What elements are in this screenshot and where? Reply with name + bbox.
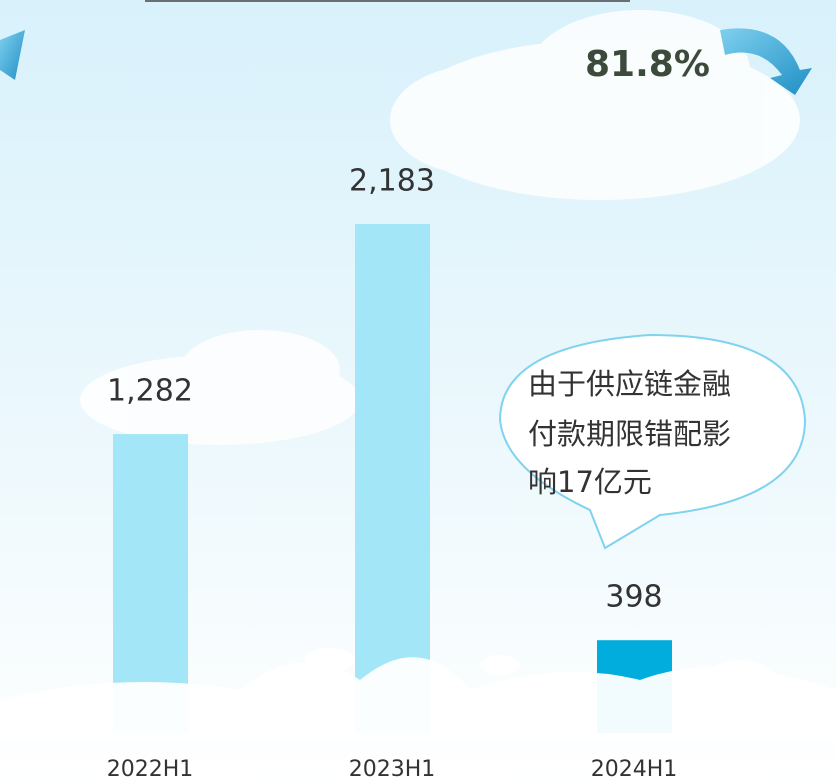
value-label: 2,183: [349, 164, 435, 199]
value-label: 398: [605, 580, 662, 615]
value-label: 1,282: [107, 374, 193, 409]
callout-text: 付款期限错配影: [528, 417, 731, 451]
callout-text: 由于供应链金融: [528, 367, 731, 401]
bar: [355, 224, 430, 733]
x-tick-label: 2024H1: [591, 757, 678, 780]
x-tick-label: 2022H1: [107, 757, 194, 780]
x-tick-label: 2023H1: [349, 757, 436, 780]
chart: 81.8% 由于供应链金融 付款期限错配影 响17亿元 1,282 2022H1 2…: [0, 0, 836, 780]
annotation: 81.8%: [585, 44, 710, 85]
callout-text: 响17亿元: [528, 465, 652, 499]
